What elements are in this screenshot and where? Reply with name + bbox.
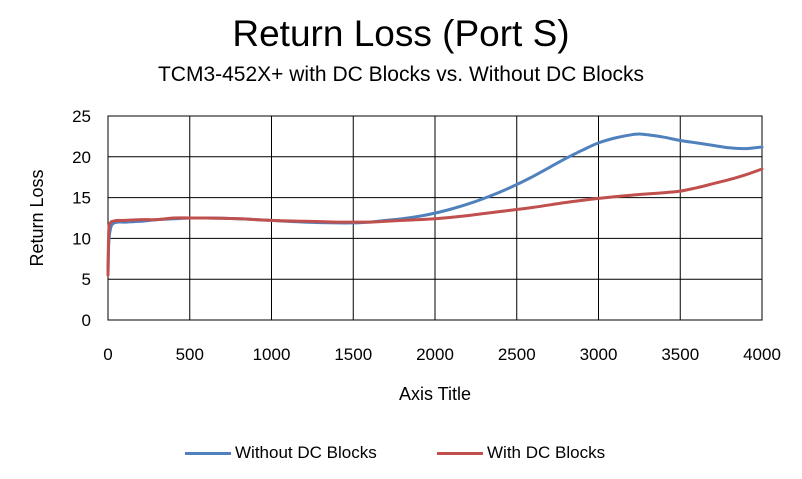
legend-swatch-without-dc-blocks	[185, 451, 231, 455]
series-layer	[106, 132, 764, 277]
x-tick-label: 1000	[253, 345, 291, 364]
plot-area-border	[107, 115, 763, 321]
chart-title: Return Loss (Port S)	[232, 13, 570, 54]
legend: Without DC Blocks With DC Blocks	[0, 441, 802, 465]
legend-item-with-dc-blocks: With DC Blocks	[437, 441, 605, 465]
x-tick-label: 2500	[498, 345, 536, 364]
x-axis-title: Axis Title	[399, 384, 471, 404]
y-tick-label: 10	[72, 229, 91, 248]
legend-swatch-with-dc-blocks	[437, 451, 483, 455]
chart-subtitle: TCM3-452X+ with DC Blocks vs. Without DC…	[157, 63, 645, 86]
y-tick-labels: 0 5 10 15 20 25	[72, 107, 91, 330]
x-tick-label: 4000	[743, 345, 781, 364]
x-tick-label: 1500	[334, 345, 372, 364]
y-tick-label: 5	[82, 270, 91, 289]
x-tick-label: 3000	[580, 345, 618, 364]
x-tick-label: 500	[176, 345, 204, 364]
x-tick-label: 0	[103, 345, 112, 364]
y-tick-label: 25	[72, 107, 91, 126]
legend-item-without-dc-blocks: Without DC Blocks	[185, 441, 377, 465]
x-tick-label: 2000	[416, 345, 454, 364]
legend-label-with-dc-blocks: With DC Blocks	[487, 443, 606, 462]
y-tick-label: 0	[82, 311, 91, 330]
x-tick-label: 3500	[661, 345, 699, 364]
y-axis-title: Return Loss	[27, 169, 47, 266]
y-tick-label: 15	[72, 189, 91, 208]
series-line-with-dc-blocks	[106, 167, 764, 277]
y-tick-label: 20	[72, 148, 91, 167]
legend-label-without-dc-blocks: Without DC Blocks	[235, 443, 377, 462]
x-tick-labels: 0 500 1000 1500 2000 2500 3000 3500 4000	[103, 345, 781, 364]
